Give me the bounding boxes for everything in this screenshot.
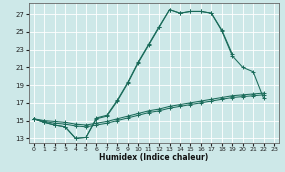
X-axis label: Humidex (Indice chaleur): Humidex (Indice chaleur): [99, 153, 209, 162]
